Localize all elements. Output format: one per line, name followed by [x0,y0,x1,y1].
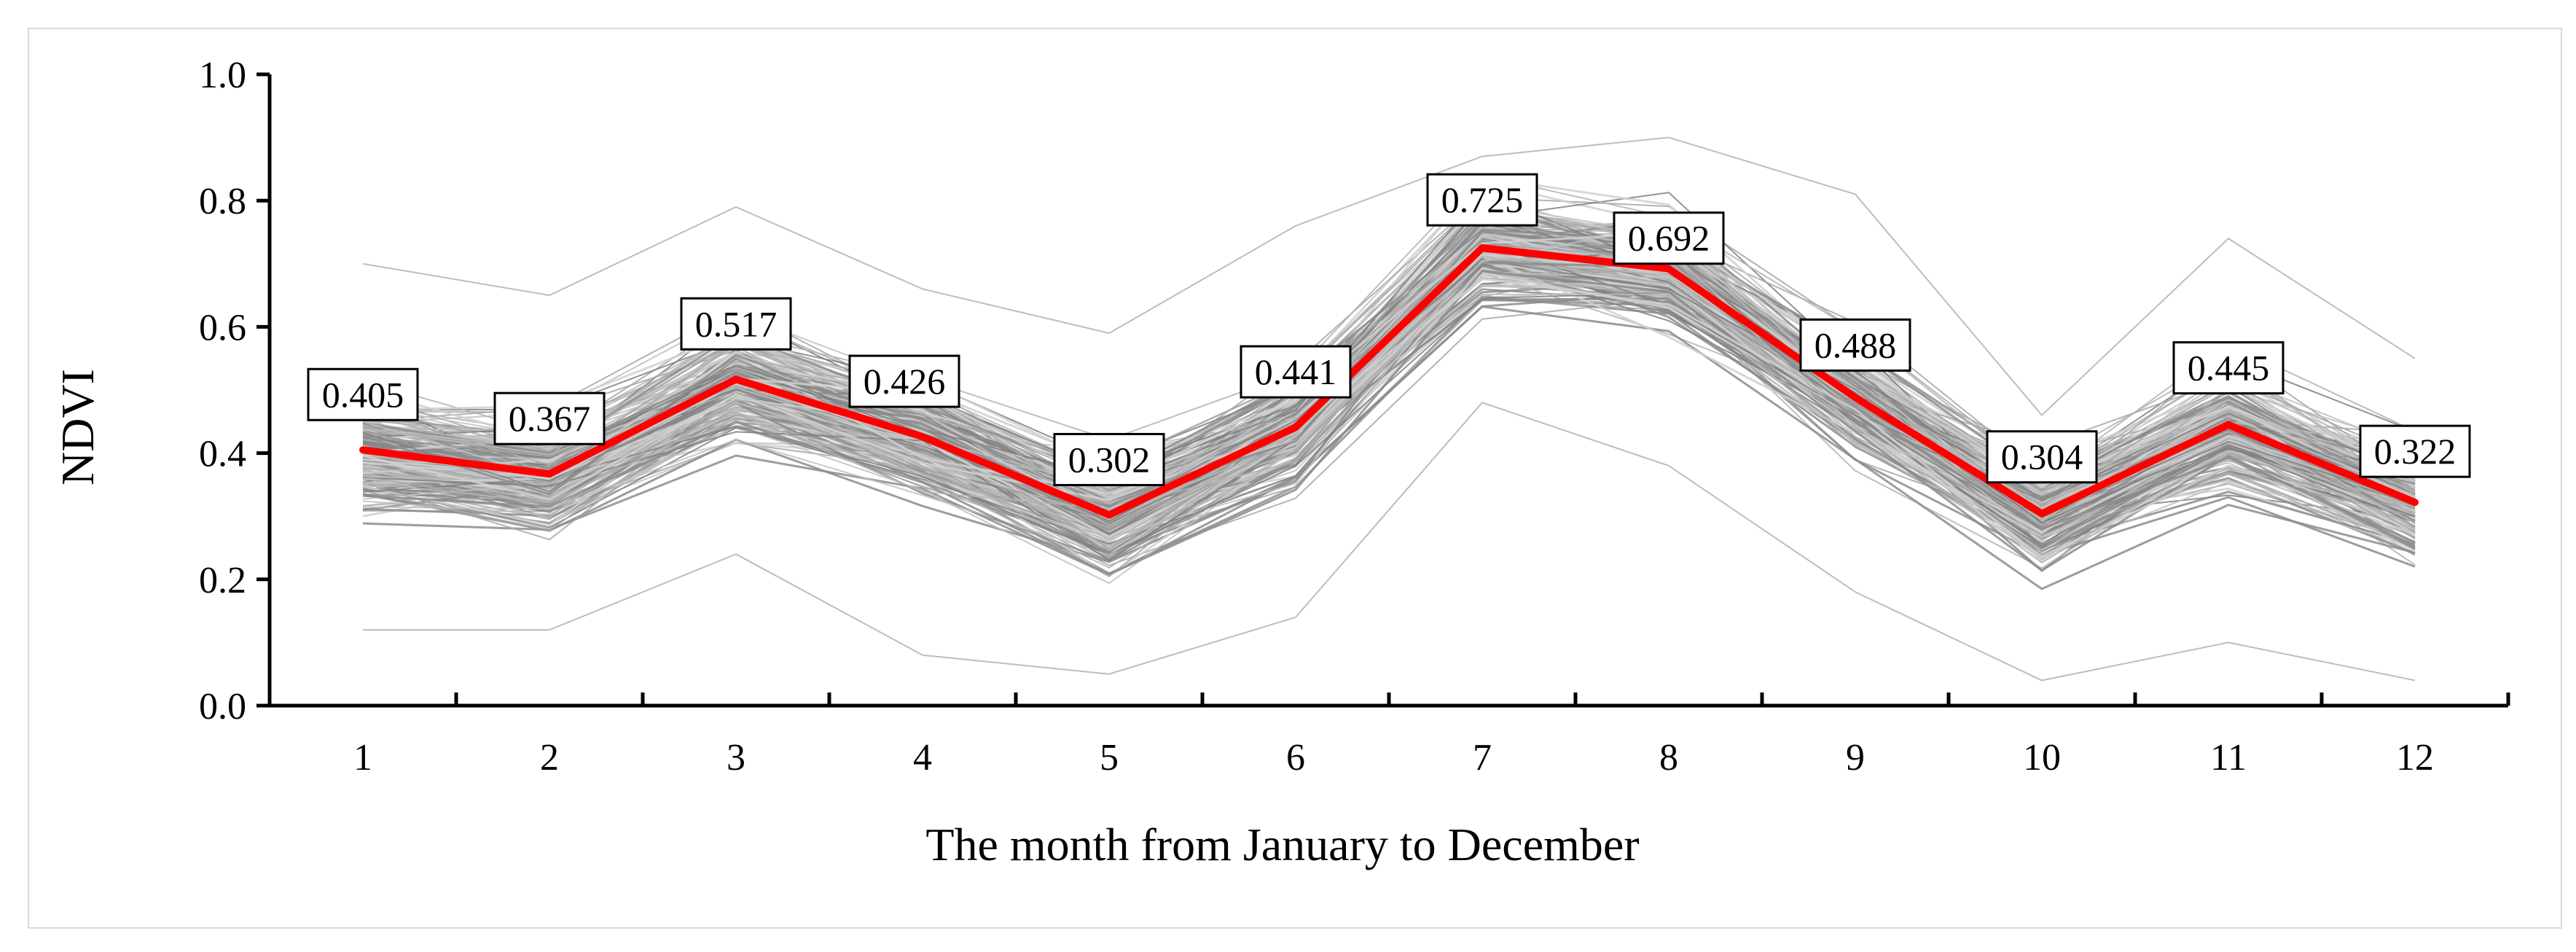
data-label-text: 0.517 [695,303,778,344]
x-tick-label: 12 [2396,737,2434,779]
y-tick-label: 0.0 [199,686,246,727]
data-label-text: 0.322 [2374,431,2456,472]
data-label-text: 0.725 [1441,179,1524,220]
data-label: 0.322 [2359,424,2471,478]
mean-series [359,244,2419,519]
background-series-line [362,259,2416,541]
data-label: 0.367 [493,391,606,445]
background-series-line [362,204,2416,533]
y-tick-label: 0.4 [199,434,246,475]
y-tick-label: 1.0 [199,55,246,96]
background-series-line [362,254,2416,564]
data-label-text: 0.302 [1068,439,1151,480]
background-series-line [362,270,2416,576]
x-tick-label: 9 [1846,737,1865,779]
axes: 0.00.20.40.60.81.01 2 3 4 5 6 7 8 9 10 11 12 [199,55,2510,779]
data-label-box [1240,345,1352,399]
x-tick-label: 7 [1473,737,1492,779]
data-label-text: 0.304 [2001,437,2083,477]
mean-series-point [359,446,367,454]
y-tick-label: 0.2 [199,560,246,601]
data-label: 0.304 [1986,430,2098,484]
data-label-box [1613,211,1725,265]
x-tick-label: 10 [2023,737,2061,779]
background-series-line [362,212,2416,517]
mean-series-point [1292,424,1299,432]
x-tick-label: 1 [353,737,372,779]
x-tick-label: 2 [540,737,559,779]
data-label-text: 0.445 [2188,348,2270,389]
mean-series-point [1852,394,1859,402]
mean-series-point [2225,421,2232,429]
mean-series-line [362,244,2416,519]
x-tick-label: 8 [1659,737,1678,779]
background-series-line [362,305,2416,590]
data-label-text: 0.692 [1628,218,1710,259]
data-label: 0.302 [1053,432,1165,486]
data-label-box [1986,430,2098,484]
background-series-max-line [362,136,2416,417]
mean-series-point [546,470,553,478]
x-tick-label: 11 [2210,737,2247,779]
data-label-box [1426,173,1538,227]
background-series-line [362,217,2416,518]
mean-series-point [732,375,740,383]
background-series-min-line [363,402,2416,682]
data-label-text: 0.367 [509,398,591,439]
data-label-text: 0.441 [1255,351,1337,392]
x-tick-label: 3 [727,737,745,779]
ndvi-line-chart: 0.00.20.40.60.81.01 2 3 4 5 6 7 8 9 10 11 12 0.4050… [52,55,2510,870]
mean-series-point [2411,499,2419,507]
data-label-box [2172,341,2285,395]
data-label-box [1053,432,1165,486]
data-label-box [1799,318,1911,372]
data-label-box [2359,424,2471,478]
x-tick-label: 4 [913,737,932,779]
data-label: 0.441 [1240,345,1352,399]
data-label-box [680,297,792,351]
data-label: 0.488 [1799,318,1911,372]
data-labels: 0.405 0.367 0.517 0.426 0.302 0.441 0.725 0.692… [307,173,2471,486]
data-label: 0.725 [1426,173,1538,227]
background-series-line [362,277,2416,559]
data-label-box [848,354,960,408]
y-axis-title: NDVI [52,369,103,485]
background-series-line [362,251,2416,551]
x-tick-label: 5 [1100,737,1119,779]
x-tick-label: 6 [1286,737,1305,779]
y-tick-label: 0.8 [199,181,246,222]
data-label: 0.405 [307,367,419,421]
data-label: 0.692 [1613,211,1725,265]
mean-series-point [1479,244,1486,252]
mean-series-point [919,433,926,441]
mean-series-point [1665,265,1672,273]
data-label: 0.426 [848,354,960,408]
mean-series-point [2038,510,2045,518]
data-label-text: 0.405 [322,374,404,415]
data-label-box [307,367,419,421]
data-label-text: 0.426 [864,361,946,402]
data-label-box [493,391,606,445]
chart-figure: 0.0 0.2 0.4 0.6 0.8 1.0 1 2 3 4 5 6 7 8 9 10 11 12 0.405 0… [28,28,2562,929]
x-axis-title: The month from January to December [925,819,1639,870]
mean-series-point [1105,511,1113,519]
y-tick-label: 0.6 [199,307,246,348]
data-label: 0.445 [2172,341,2285,395]
data-label: 0.517 [680,297,792,351]
data-label-text: 0.488 [1814,324,1897,365]
